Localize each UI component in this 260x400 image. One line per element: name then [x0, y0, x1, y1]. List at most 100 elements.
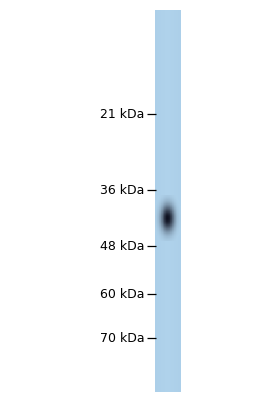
Bar: [169, 238, 170, 239]
Bar: [177, 212, 178, 213]
Bar: [180, 209, 181, 210]
Bar: [172, 237, 173, 238]
Bar: [155, 209, 156, 210]
Bar: [171, 221, 172, 222]
Bar: [163, 234, 164, 235]
Bar: [157, 236, 158, 237]
Bar: [164, 225, 165, 226]
Bar: [177, 210, 178, 211]
Bar: [157, 226, 158, 227]
Bar: [170, 195, 171, 196]
Bar: [168, 198, 169, 199]
Bar: [177, 215, 178, 216]
Bar: [168, 230, 169, 231]
Bar: [160, 199, 161, 200]
Bar: [162, 219, 163, 220]
Bar: [178, 201, 179, 202]
Bar: [162, 206, 163, 207]
Bar: [165, 240, 166, 241]
Bar: [157, 221, 158, 222]
Bar: [162, 202, 163, 203]
Bar: [177, 229, 178, 230]
Bar: [179, 226, 180, 227]
Bar: [161, 236, 162, 237]
Bar: [178, 216, 179, 217]
Bar: [166, 239, 167, 240]
Bar: [164, 234, 165, 235]
Bar: [169, 238, 170, 239]
Bar: [177, 205, 178, 206]
Bar: [171, 212, 172, 213]
Bar: [163, 218, 164, 219]
Bar: [160, 228, 161, 229]
Bar: [165, 220, 166, 221]
Bar: [172, 196, 173, 197]
Bar: [156, 228, 157, 229]
Bar: [160, 209, 161, 210]
Bar: [162, 214, 163, 215]
Bar: [169, 204, 170, 205]
Bar: [180, 213, 181, 214]
Bar: [178, 203, 179, 204]
Bar: [168, 234, 169, 235]
Bar: [172, 222, 173, 223]
Bar: [166, 214, 167, 215]
Bar: [176, 220, 177, 221]
Bar: [166, 207, 167, 208]
Bar: [177, 236, 178, 237]
Bar: [163, 211, 164, 212]
Bar: [160, 229, 161, 230]
Bar: [175, 233, 176, 234]
Bar: [179, 225, 180, 226]
Bar: [157, 216, 158, 217]
Bar: [166, 195, 167, 196]
Bar: [177, 228, 178, 229]
Bar: [180, 225, 181, 226]
Bar: [160, 210, 161, 211]
Bar: [169, 240, 170, 241]
Bar: [161, 223, 162, 224]
Bar: [165, 204, 166, 205]
Bar: [164, 196, 165, 197]
Bar: [179, 216, 180, 217]
Bar: [169, 214, 170, 215]
Bar: [175, 237, 176, 238]
Bar: [164, 197, 165, 198]
Bar: [160, 234, 161, 235]
Bar: [162, 206, 163, 207]
Bar: [162, 223, 163, 224]
Bar: [161, 228, 162, 229]
Bar: [171, 218, 172, 219]
Bar: [172, 200, 173, 201]
Bar: [173, 209, 174, 210]
Bar: [160, 238, 161, 239]
Bar: [159, 215, 160, 216]
Bar: [162, 233, 163, 234]
Bar: [171, 229, 172, 230]
Bar: [157, 206, 158, 207]
Bar: [155, 215, 156, 216]
Bar: [160, 225, 161, 226]
Bar: [163, 221, 164, 222]
Bar: [160, 225, 161, 226]
Bar: [165, 213, 166, 214]
Bar: [177, 226, 178, 227]
Bar: [167, 218, 168, 219]
Bar: [165, 205, 166, 206]
Bar: [162, 233, 163, 234]
Bar: [163, 238, 164, 239]
Bar: [175, 215, 176, 216]
Bar: [176, 222, 177, 223]
Bar: [171, 216, 172, 217]
Bar: [160, 216, 161, 217]
Bar: [177, 213, 178, 214]
Bar: [179, 209, 180, 210]
Bar: [170, 234, 171, 235]
Bar: [164, 230, 165, 231]
Bar: [172, 226, 173, 227]
Bar: [172, 198, 173, 199]
Bar: [168, 230, 169, 231]
Bar: [176, 209, 177, 210]
Bar: [168, 221, 169, 222]
Bar: [160, 224, 161, 225]
